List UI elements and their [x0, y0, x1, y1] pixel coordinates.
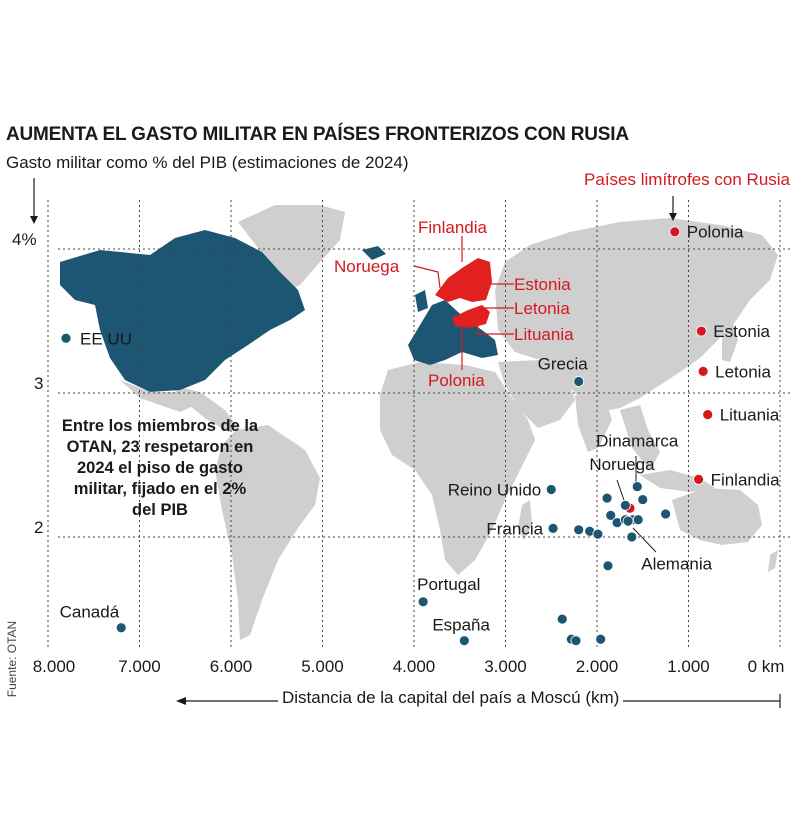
data-point-16: [605, 510, 617, 521]
data-point-dinamarca: [631, 481, 643, 493]
map-norway-finland: [435, 258, 492, 302]
map-india: [575, 395, 612, 452]
data-point-lituania: [702, 409, 714, 421]
chart-annotation: Entre los miembros de la OTAN, 23 respet…: [61, 417, 259, 519]
y-tick-label-0: 4%: [12, 230, 37, 249]
chart-subtitle: Gasto militar como % del PIB (estimacion…: [6, 153, 409, 172]
map-baltics-poland: [452, 305, 490, 328]
data-point-19: [619, 499, 631, 511]
map-central-america: [170, 385, 238, 432]
data-point-polonia: [669, 226, 681, 238]
x-axis-ticks: 8.000 7.000 6.000 5.000 4.000 3.000 2.000 1.000…: [33, 657, 785, 676]
data-point-31: [570, 635, 582, 647]
point-label-finlandia: Finlandia: [711, 470, 781, 489]
map-middle-east: [498, 360, 575, 428]
data-point-32: [595, 633, 607, 645]
map-label-polonia: Polonia: [428, 371, 485, 390]
map-label-lituania: Lituania: [514, 325, 574, 344]
x-tick-label-4: 4.000: [393, 657, 436, 676]
point-label-ee-uu: EE UU: [80, 329, 132, 348]
data-point-22: [622, 515, 634, 527]
x-tick-label-6: 2.000: [576, 657, 619, 676]
map-uk: [415, 290, 428, 312]
border-countries-legend: Países limítrofes con Rusia: [584, 170, 790, 189]
point-label-reino-unido: Reino Unido: [448, 480, 542, 499]
x-tick-label-1: 7.000: [118, 657, 161, 676]
y-axis-arrow: [30, 178, 38, 224]
x-tick-label-7: 1.000: [667, 657, 710, 676]
map-label-letonia: Letonia: [514, 299, 570, 318]
data-point-grecia: [573, 376, 585, 387]
x-tick-label-3: 5.000: [301, 657, 344, 676]
map-mexico: [120, 380, 195, 412]
data-points: [60, 226, 714, 647]
chart-grid: [47, 200, 790, 650]
point-label-dinamarca: Dinamarca: [596, 432, 679, 451]
point-label-canadá: Canadá: [60, 603, 120, 622]
point-label-estonia: Estonia: [713, 322, 770, 341]
source-note: Fuente: OTAN: [5, 620, 20, 698]
data-point-23: [626, 531, 638, 543]
point-labels: EE UU Canadá Portugal España Grecia Reino Uni…: [60, 223, 780, 635]
data-point-canadá: [115, 622, 127, 634]
data-point-portugal: [417, 596, 429, 608]
data-point-finlandia: [693, 473, 704, 485]
point-label-grecia: Grecia: [538, 354, 589, 373]
data-point-francia: [547, 522, 559, 534]
map-labels: Finlandia Noruega Estonia Letonia Lituan…: [334, 218, 574, 390]
map-leader-lines: [413, 236, 514, 370]
map-africa: [380, 362, 535, 575]
x-axis-label: Distancia de la capital del país a Moscú…: [278, 688, 624, 708]
point-label-polonia: Polonia: [687, 223, 744, 242]
point-label-españa: España: [432, 616, 490, 635]
map-label-estonia: Estonia: [514, 275, 571, 294]
data-point-reino-unido: [545, 484, 557, 495]
map-label-noruega: Noruega: [334, 257, 400, 276]
chart-title: AUMENTA EL GASTO MILITAR EN PAÍSES FRONT…: [6, 124, 629, 145]
data-point-24: [632, 514, 644, 526]
y-axis-ticks: 4% 3 2: [12, 230, 43, 537]
world-map-background: [60, 205, 778, 640]
data-point-estonia: [695, 325, 707, 337]
data-point-españa: [458, 635, 470, 647]
data-point-25: [573, 524, 585, 536]
map-madagascar: [518, 500, 532, 540]
x-tick-label-5: 3.000: [484, 657, 527, 676]
map-south-america: [215, 425, 320, 640]
legend-arrow: [669, 196, 677, 221]
data-point-18: [660, 508, 672, 520]
data-point-letonia: [697, 365, 709, 377]
point-label-noruega: Noruega: [589, 455, 655, 474]
data-point-27: [592, 528, 604, 540]
data-point-17: [637, 494, 649, 505]
map-western-europe: [408, 300, 498, 365]
map-label-finlandia: Finlandia: [418, 218, 488, 237]
map-north-america: [60, 230, 305, 392]
data-point-28: [602, 560, 614, 572]
y-tick-label-2: 2: [34, 518, 43, 537]
map-japan: [722, 320, 738, 362]
map-greenland: [238, 205, 345, 292]
map-southeast-asia: [620, 405, 660, 470]
y-tick-label-1: 3: [34, 374, 43, 393]
map-eurasia: [495, 218, 778, 412]
map-new-zealand: [768, 550, 778, 572]
point-label-portugal: Portugal: [417, 575, 480, 594]
point-label-alemania: Alemania: [641, 555, 712, 574]
point-label-lituania: Lituania: [720, 406, 780, 425]
map-australia: [672, 488, 762, 545]
x-tick-label-0: 8.000: [33, 657, 76, 676]
data-point-29: [556, 613, 568, 625]
x-tick-label-2: 6.000: [210, 657, 253, 676]
point-label-francia: Francia: [486, 519, 543, 538]
map-indonesia: [640, 470, 715, 492]
data-point-ee-uu: [60, 332, 72, 344]
x-tick-label-8: 0 km: [748, 657, 785, 676]
data-point-15: [601, 492, 613, 504]
point-label-letonia: Letonia: [715, 362, 771, 381]
